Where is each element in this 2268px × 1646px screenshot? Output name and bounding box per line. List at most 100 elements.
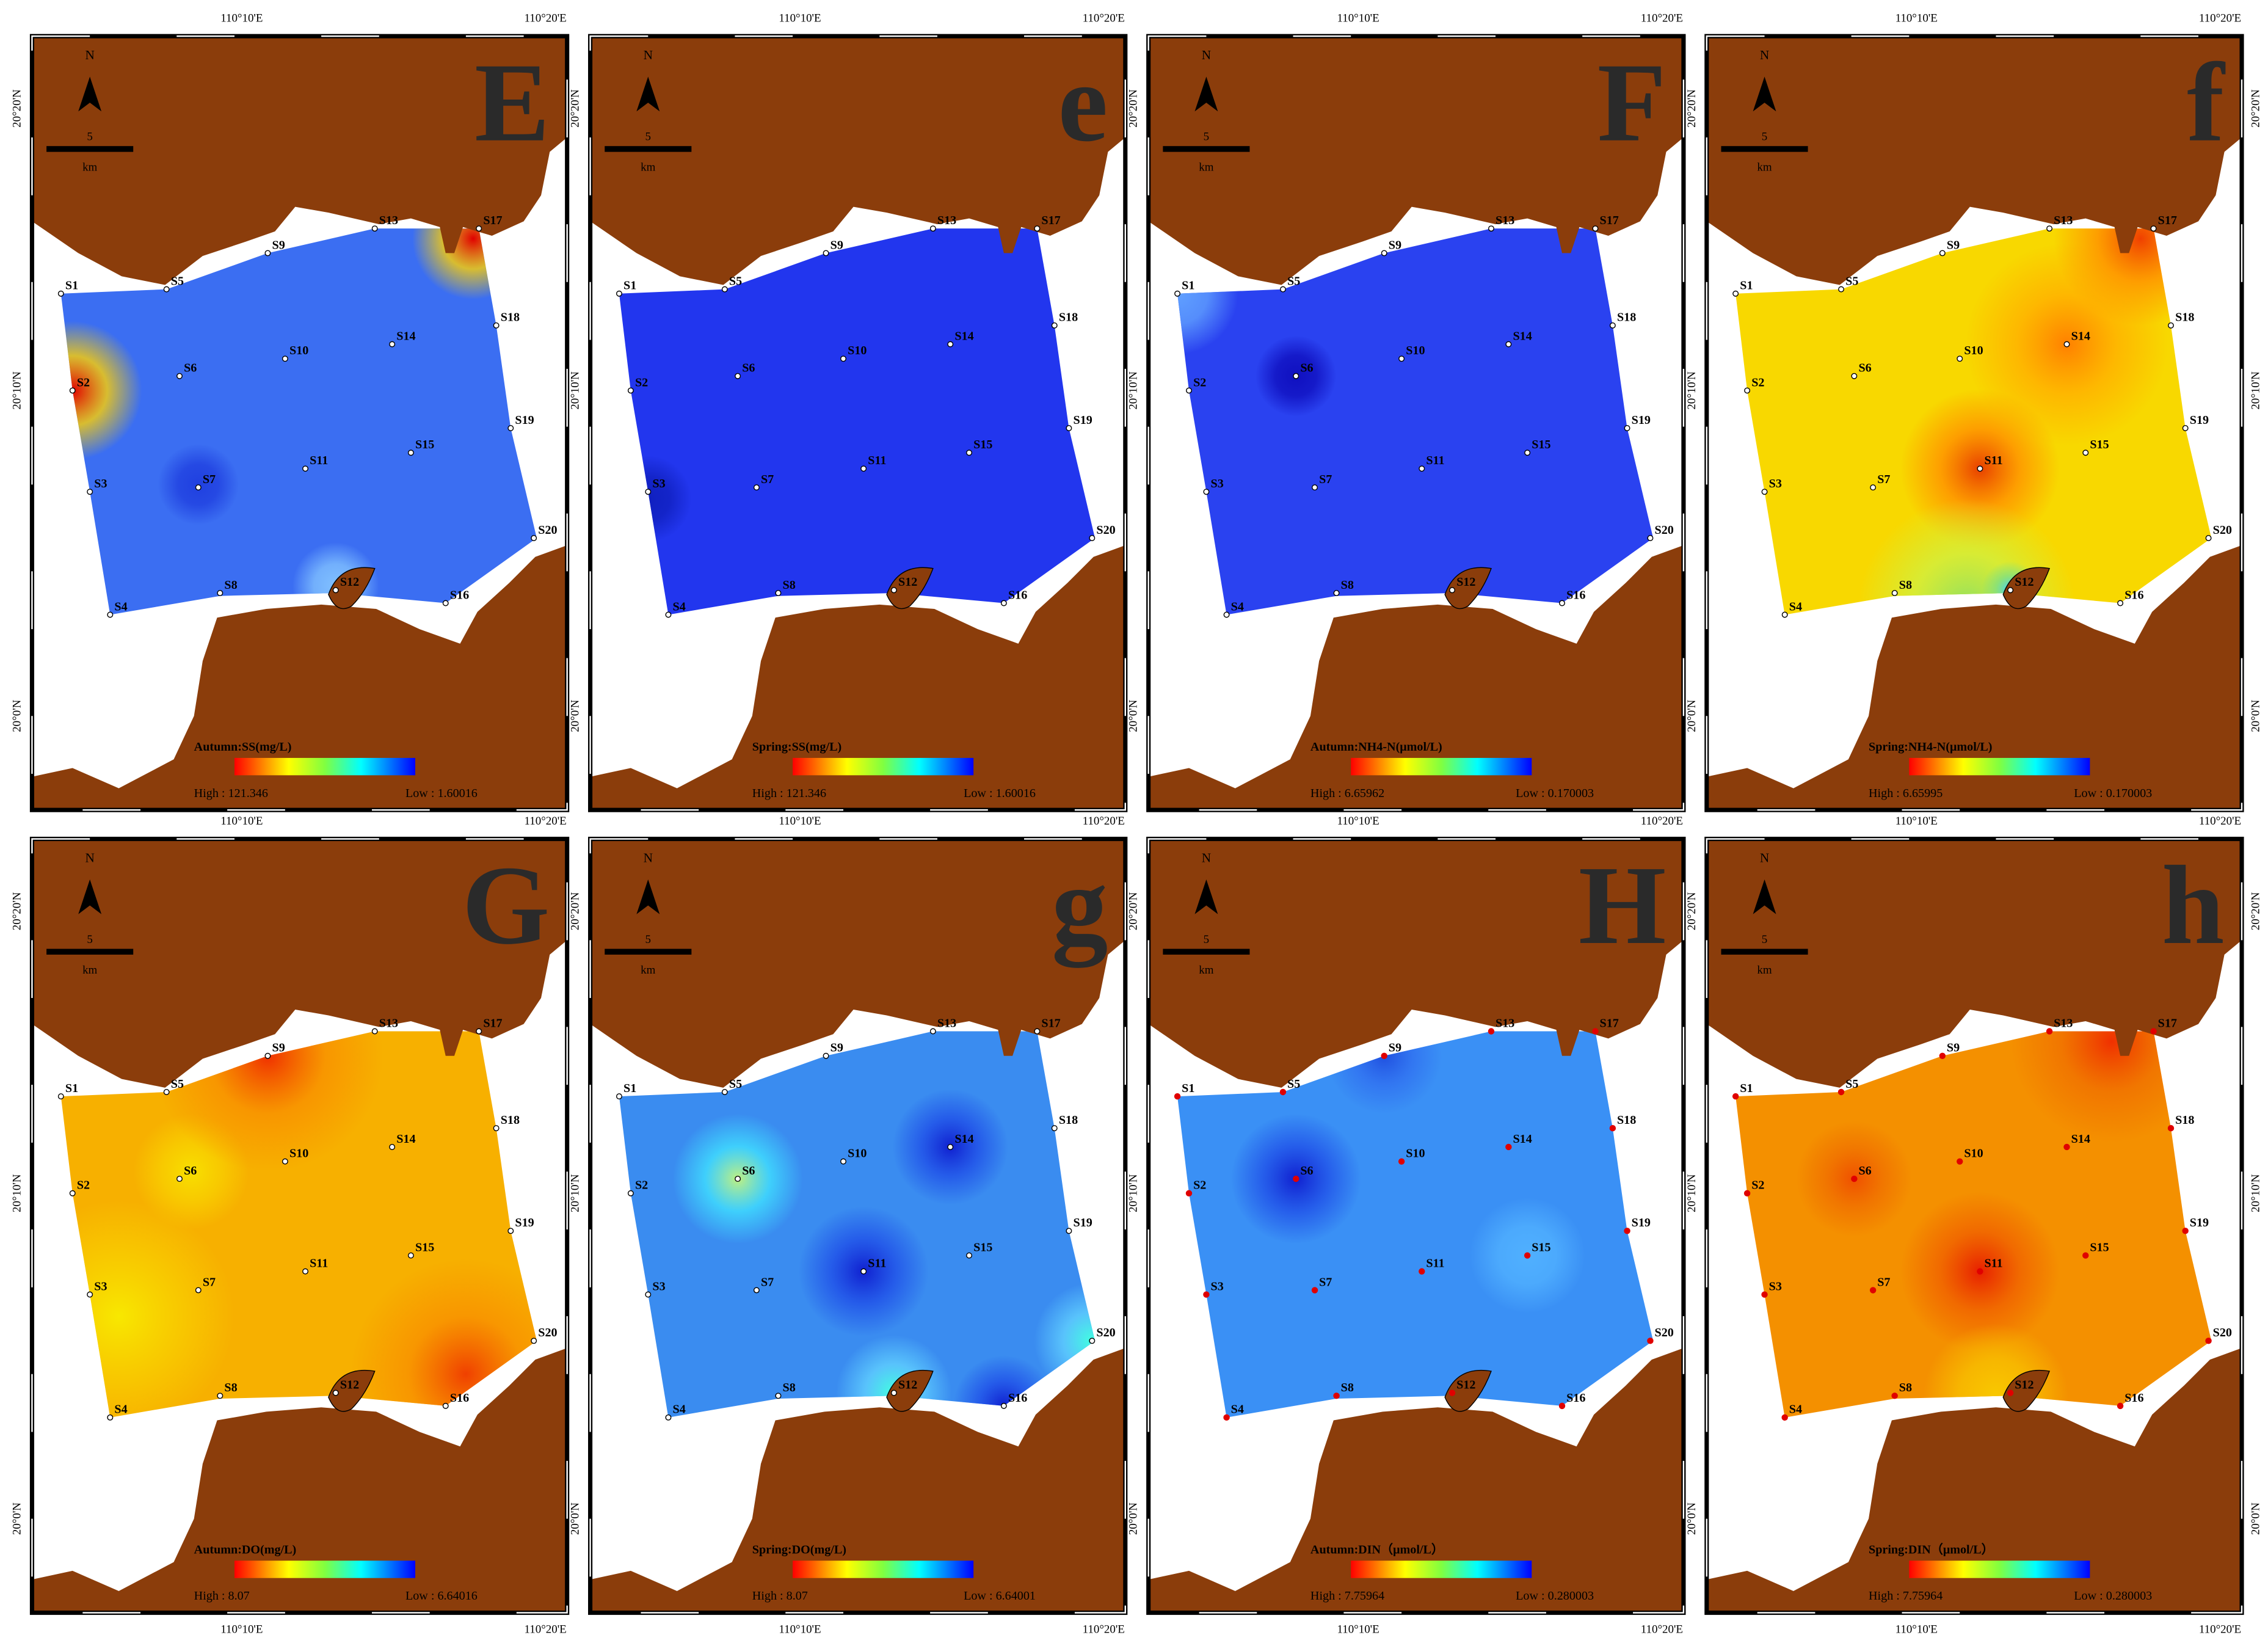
station (1223, 611, 1230, 618)
station-label: S5 (1845, 1077, 1858, 1091)
station (1732, 290, 1739, 297)
lat-label: 20°10'N (2249, 371, 2262, 410)
map-panel: S1 S2 S3 S4 S5 S6 S7 S8 S9 S10 S11 S12 S13 S14 S15 S16 S… (569, 12, 1128, 812)
lon-label: 110°10'E (220, 12, 263, 25)
station-label: S5 (1845, 275, 1858, 288)
station-label: S16 (1566, 588, 1585, 602)
station (1089, 1338, 1096, 1344)
station-label: S3 (94, 1280, 107, 1293)
station (1524, 1252, 1531, 1259)
station (1000, 600, 1007, 606)
station-label: S2 (1751, 376, 1764, 389)
station (531, 1338, 537, 1344)
lat-label: 20°20'N (2249, 89, 2262, 128)
station (264, 1052, 271, 1059)
station-label: S12 (1456, 575, 1475, 589)
hotspot (1924, 1323, 2068, 1418)
station (1851, 1175, 1858, 1182)
station-label: S5 (729, 1077, 742, 1091)
station-label: S20 (2213, 1326, 2232, 1339)
station (753, 1287, 760, 1294)
scale-value: 5 (645, 131, 651, 144)
station (531, 534, 537, 541)
north-arrow (1194, 76, 1218, 112)
station (1624, 425, 1630, 431)
map-panel: S1 S2 S3 S4 S5 S6 S7 S8 S9 S10 S11 S12 S13 S14 S15 S16 S… (1127, 12, 1686, 812)
north-label: N (1760, 850, 1769, 865)
station-label: S9 (1947, 238, 1960, 252)
lat-label: 20°20'N (10, 89, 23, 128)
station (1186, 387, 1192, 394)
station (1398, 355, 1405, 362)
station-label: S8 (783, 1381, 796, 1394)
station (2117, 1402, 2124, 1410)
lon-label: 110°10'E (779, 815, 821, 828)
station (1838, 286, 1845, 293)
north-label: N (1760, 48, 1769, 62)
lon-label: 110°20'E (525, 12, 567, 25)
legend-high: High : 6.65995 (1869, 787, 1943, 800)
station (1333, 589, 1340, 596)
station-label: S7 (203, 1275, 216, 1289)
lon-label: 110°10'E (779, 1623, 821, 1636)
station (1174, 1093, 1181, 1100)
land (1706, 545, 2242, 810)
station (947, 1144, 954, 1150)
lat-label: 20°0'N (569, 1502, 582, 1535)
station-label: S1 (65, 1082, 78, 1095)
north-label: N (644, 48, 653, 62)
station-label: S20 (2213, 523, 2232, 537)
station-label: S19 (515, 1216, 534, 1229)
legend-low: Low : 1.60016 (964, 787, 1036, 800)
station-label: S20 (1096, 523, 1115, 537)
scale-value: 5 (1762, 131, 1767, 144)
station-label: S9 (831, 1041, 843, 1055)
lat-label: 20°10'N (2249, 1174, 2262, 1212)
station (1592, 225, 1599, 232)
station-label: S5 (1287, 275, 1300, 288)
station (1559, 600, 1565, 606)
station-label: S12 (898, 575, 917, 589)
lon-label: 110°10'E (220, 1623, 263, 1636)
map-frame-ticks (589, 35, 1126, 811)
legend-bar (793, 1560, 974, 1578)
station-label: S3 (1211, 1280, 1224, 1293)
legend-bar (234, 757, 416, 776)
station-label: S14 (954, 1132, 973, 1146)
station (2150, 1028, 2157, 1035)
station (371, 225, 378, 232)
station (1505, 1143, 1512, 1151)
station-label: S15 (1532, 438, 1550, 451)
lon-label: 110°20'E (1641, 815, 1683, 828)
station-label: S5 (171, 275, 184, 288)
station-label: S9 (1947, 1041, 1960, 1055)
station-label: S15 (1532, 1240, 1550, 1254)
station (302, 1268, 309, 1275)
station-label: S3 (1769, 1280, 1782, 1293)
legend-high: High : 7.75964 (1310, 1589, 1384, 1603)
station-label: S19 (1632, 1216, 1651, 1229)
station-label: S9 (272, 1041, 285, 1055)
station (1034, 225, 1041, 232)
station (2205, 534, 2212, 541)
scale-bar (1721, 949, 1808, 955)
station-label: S19 (1074, 1216, 1092, 1229)
station-label: S2 (1751, 1179, 1764, 1192)
station (1333, 1393, 1340, 1399)
station (442, 1402, 449, 1409)
lon-label: 110°20'E (2199, 1623, 2241, 1636)
station-label: S2 (77, 376, 90, 389)
station-label: S8 (1341, 578, 1354, 592)
station (389, 341, 396, 348)
panel-letter: F (1597, 40, 1666, 165)
scale-unit: km (641, 964, 655, 977)
station-label: S10 (289, 1147, 308, 1160)
station (1781, 1414, 1788, 1421)
station-label: S10 (1406, 344, 1425, 357)
station (1066, 1228, 1072, 1234)
station-label: S12 (2015, 1378, 2034, 1391)
station-label: S16 (1566, 1391, 1585, 1405)
station-label: S12 (2015, 575, 2034, 589)
station (1419, 1268, 1425, 1275)
scale-unit: km (82, 964, 97, 977)
